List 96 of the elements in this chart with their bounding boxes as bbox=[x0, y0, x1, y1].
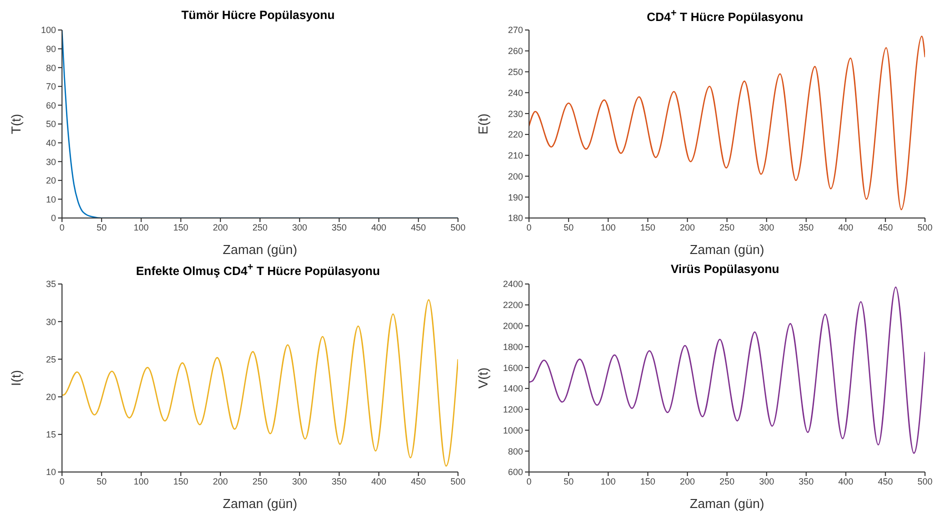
y-tick-label: 230 bbox=[508, 108, 523, 119]
y-axis-title: I(t) bbox=[8, 370, 24, 386]
x-tick-label: 500 bbox=[450, 222, 466, 232]
y-tick-label: 2200 bbox=[502, 300, 523, 310]
x-tick-label: 500 bbox=[450, 476, 466, 486]
x-tick-label: 300 bbox=[292, 476, 308, 486]
chart-title: Virüs Popülasyonu bbox=[670, 262, 780, 278]
y-tick-label: 600 bbox=[508, 467, 523, 478]
y-tick-label: 30 bbox=[46, 316, 56, 327]
x-tick-label: 0 bbox=[526, 476, 532, 486]
x-tick-label: 450 bbox=[878, 476, 893, 486]
y-tick-label: 35 bbox=[46, 279, 56, 290]
x-tick-label: 200 bbox=[680, 476, 695, 486]
y-tick-label: 240 bbox=[508, 88, 523, 98]
y-tick-label: 10 bbox=[46, 194, 56, 204]
x-tick-label: 150 bbox=[173, 476, 188, 486]
x-tick-label: 500 bbox=[917, 476, 933, 486]
x-tick-label: 300 bbox=[292, 222, 308, 232]
x-tick-label: 450 bbox=[878, 222, 893, 232]
y-tick-label: 70 bbox=[46, 82, 56, 92]
y-tick-label: 1000 bbox=[502, 425, 523, 436]
x-tick-label: 150 bbox=[640, 476, 656, 486]
y-tick-label: 800 bbox=[508, 446, 523, 456]
x-tick-label: 250 bbox=[719, 476, 735, 486]
y-tick-label: 200 bbox=[508, 171, 523, 182]
y-tick-label: 90 bbox=[46, 44, 56, 54]
x-tick-label: 50 bbox=[96, 476, 107, 486]
y-tick-label: 0 bbox=[50, 213, 56, 224]
x-tick-label: 350 bbox=[798, 476, 814, 486]
x-tick-label: 200 bbox=[212, 476, 228, 486]
x-tick-label: 100 bbox=[134, 222, 149, 232]
x-tick-label: 300 bbox=[759, 476, 774, 486]
x-axis-title: Zaman (gün) bbox=[690, 496, 764, 511]
y-tick-label: 1200 bbox=[502, 404, 523, 415]
x-tick-label: 0 bbox=[59, 222, 65, 232]
y-tick-label: 100 bbox=[40, 25, 56, 36]
x-axis-title: Zaman (gün) bbox=[690, 242, 764, 257]
x-tick-label: 400 bbox=[371, 476, 386, 486]
line-series bbox=[62, 299, 458, 467]
x-tick-label: 400 bbox=[838, 222, 854, 232]
y-axis-title: E(t) bbox=[476, 114, 491, 134]
x-tick-label: 350 bbox=[798, 222, 814, 232]
line-series bbox=[529, 36, 925, 210]
x-axis-title: Zaman (gün) bbox=[222, 242, 298, 257]
x-tick-label: 500 bbox=[917, 222, 933, 232]
x-tick-label: 50 bbox=[564, 222, 574, 232]
line-series bbox=[529, 286, 925, 454]
x-tick-label: 250 bbox=[252, 476, 268, 486]
x-tick-label: 300 bbox=[759, 222, 774, 232]
y-tick-label: 190 bbox=[508, 192, 523, 202]
y-tick-label: 25 bbox=[46, 354, 56, 364]
x-tick-label: 200 bbox=[680, 222, 695, 232]
y-tick-label: 180 bbox=[508, 213, 523, 224]
x-tick-label: 50 bbox=[564, 476, 574, 486]
y-tick-label: 260 bbox=[508, 46, 523, 56]
x-tick-label: 350 bbox=[332, 476, 347, 486]
x-tick-label: 250 bbox=[252, 222, 268, 232]
x-tick-label: 450 bbox=[410, 476, 426, 486]
x-tick-label: 100 bbox=[600, 476, 616, 486]
y-tick-label: 50 bbox=[46, 119, 56, 130]
y-tick-label: 270 bbox=[508, 25, 523, 36]
y-tick-label: 220 bbox=[508, 130, 523, 140]
chart-title: Enfekte Olmuş CD4$^{+}$ T Hücre Popülasyonu bbox=[135, 262, 381, 280]
y-tick-label: 80 bbox=[46, 62, 56, 73]
x-tick-label: 100 bbox=[600, 222, 616, 232]
y-tick-label: 1600 bbox=[502, 362, 523, 373]
x-tick-label: 150 bbox=[173, 222, 188, 232]
x-tick-label: 450 bbox=[410, 222, 426, 232]
y-tick-label: 1400 bbox=[502, 384, 523, 394]
y-tick-label: 30 bbox=[46, 156, 56, 167]
x-tick-label: 100 bbox=[134, 476, 149, 486]
y-axis-title: V(t) bbox=[476, 368, 491, 388]
y-tick-label: 20 bbox=[46, 176, 56, 186]
y-tick-label: 10 bbox=[46, 467, 56, 478]
y-tick-label: 250 bbox=[508, 66, 523, 77]
x-tick-label: 150 bbox=[640, 222, 656, 232]
y-tick-label: 2400 bbox=[502, 279, 523, 290]
y-tick-label: 2000 bbox=[502, 320, 523, 331]
y-tick-label: 1800 bbox=[502, 342, 523, 352]
x-tick-label: 400 bbox=[838, 476, 854, 486]
y-tick-label: 20 bbox=[46, 392, 56, 402]
x-tick-label: 400 bbox=[371, 222, 386, 232]
x-tick-label: 0 bbox=[59, 476, 65, 486]
chart-title: Tümör Hücre Popülasyonu bbox=[180, 8, 336, 24]
x-tick-label: 250 bbox=[719, 222, 735, 232]
x-tick-label: 200 bbox=[212, 222, 228, 232]
y-tick-label: 15 bbox=[46, 430, 56, 440]
y-tick-label: 60 bbox=[46, 100, 56, 110]
y-tick-label: 210 bbox=[508, 150, 523, 161]
x-tick-label: 50 bbox=[96, 222, 107, 232]
x-axis-title: Zaman (gün) bbox=[222, 496, 298, 511]
chart-title: CD4$^{+}$ T Hücre Popülasyonu bbox=[646, 8, 804, 26]
y-tick-label: 40 bbox=[46, 138, 56, 148]
x-tick-label: 350 bbox=[332, 222, 347, 232]
x-tick-label: 0 bbox=[526, 222, 532, 232]
y-axis-title: T(t) bbox=[8, 114, 24, 134]
